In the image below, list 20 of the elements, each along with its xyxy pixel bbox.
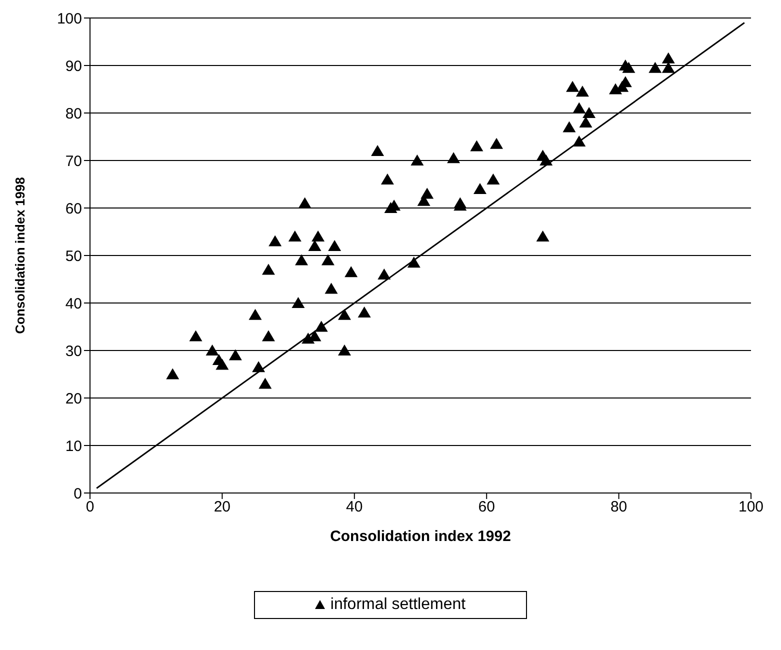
y-tick-label: 20 bbox=[65, 390, 82, 408]
x-tick-label: 100 bbox=[738, 498, 764, 516]
legend-label: informal settlement bbox=[330, 596, 466, 614]
x-tick-label: 80 bbox=[610, 498, 628, 516]
y-tick-label: 40 bbox=[65, 295, 82, 312]
y-tick-label: 60 bbox=[65, 200, 82, 218]
x-tick-label: 40 bbox=[346, 498, 363, 516]
y-tick-label: 70 bbox=[65, 152, 82, 170]
y-tick-label: 10 bbox=[65, 438, 82, 455]
y-tick-label: 50 bbox=[65, 248, 82, 265]
x-tick-label: 60 bbox=[478, 498, 495, 516]
y-tick-label: 90 bbox=[65, 58, 82, 75]
x-tick-label: 0 bbox=[86, 498, 94, 516]
x-tick-label: 20 bbox=[214, 498, 231, 516]
y-tick-label: 100 bbox=[56, 10, 82, 28]
y-tick-label: 80 bbox=[65, 105, 82, 122]
x-axis-title: Consolidation index 1992 bbox=[330, 528, 511, 545]
y-tick-label: 0 bbox=[74, 485, 82, 502]
y-axis-title: Consolidation index 1998 bbox=[12, 177, 28, 334]
y-tick-label: 30 bbox=[65, 342, 82, 360]
